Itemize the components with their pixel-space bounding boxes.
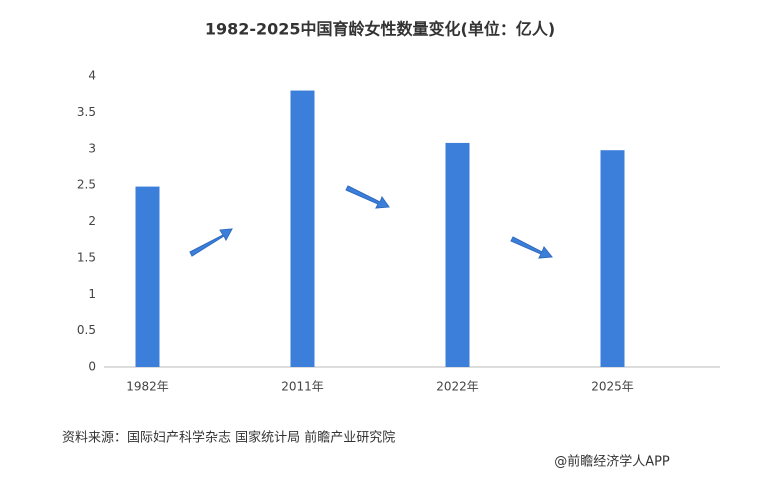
arrow [345, 185, 390, 209]
y-tick-label: 1 [88, 287, 96, 301]
y-tick-label: 3.5 [77, 105, 96, 119]
x-tick-label: 2025年 [591, 380, 634, 394]
x-tick-label: 1982年 [126, 380, 169, 394]
chart-title: 1982-2025中国育龄女性数量变化(单位：亿人) [205, 20, 555, 39]
y-tick-label: 0.5 [77, 323, 96, 337]
source: 资料来源：国际妇产科学杂志 国家统计局 前瞻产业研究院 [62, 430, 395, 446]
credit: @前瞻经济学人APP [554, 454, 670, 470]
y-tick-label: 2.5 [77, 178, 96, 192]
y-tick-label: 0 [88, 360, 96, 374]
bar [600, 150, 625, 367]
arrow [510, 236, 553, 259]
arrow [189, 228, 233, 257]
x-tick-label: 2022年 [436, 380, 479, 394]
y-tick-label: 1.5 [77, 250, 96, 264]
x-tick-label: 2011年 [281, 380, 324, 394]
bar [135, 186, 160, 367]
bar [290, 90, 315, 368]
bar [445, 142, 470, 367]
y-tick-label: 4 [88, 69, 96, 83]
y-tick-label: 3 [88, 141, 96, 155]
y-tick-label: 2 [88, 214, 96, 228]
trend-arrows [189, 185, 553, 259]
